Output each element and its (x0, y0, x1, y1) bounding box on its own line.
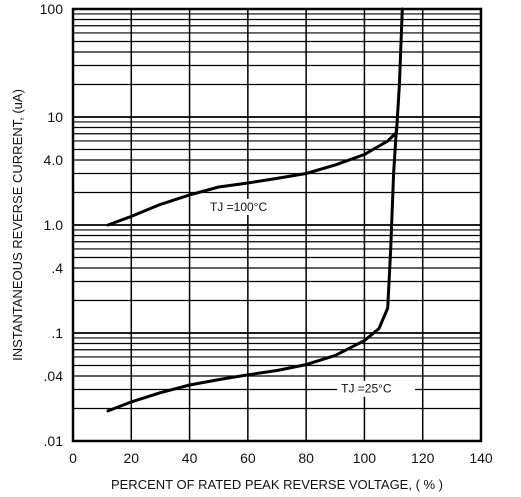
x-tick-label: 40 (182, 450, 198, 466)
y-tick-label: .1 (51, 325, 63, 341)
y-tick-label: 10 (47, 109, 63, 125)
series-lines (106, 7, 404, 413)
x-tick-label: 0 (69, 450, 77, 466)
series-label-1: TJ =100°C (205, 198, 284, 215)
x-tick-label: 120 (411, 450, 435, 466)
y-tick-label: 1.0 (44, 217, 64, 233)
y-axis-ticks: 100 10 4.0 1.0 .4 .1 .04 .01 (40, 1, 64, 449)
x-axis-label: PERCENT OF RATED PEAK REVERSE VOLTAGE, (… (111, 477, 443, 492)
x-tick-label: 20 (123, 450, 139, 466)
y-tick-label: .4 (51, 260, 63, 276)
series-label-text: TJ =25°C (341, 382, 392, 396)
y-tick-label: .01 (44, 433, 64, 449)
y-axis-label: INSTANTANEOUS REVERSE CURRENT, (uA) (10, 89, 25, 361)
series-label-text: TJ =100°C (210, 200, 267, 214)
series-label-background (337, 380, 416, 397)
series-line-2 (106, 126, 398, 413)
series-labels: TJ =100°C TJ =25°C (205, 198, 416, 397)
x-tick-label: 140 (469, 450, 493, 466)
x-tick-label: 100 (353, 450, 377, 466)
x-tick-label: 60 (240, 450, 256, 466)
x-axis-ticks: 0 20 40 60 80 100 120 140 (69, 450, 493, 466)
series-label-background (205, 198, 284, 215)
y-tick-label: .04 (44, 368, 64, 384)
x-tick-label: 80 (298, 450, 314, 466)
series-label-2: TJ =25°C (337, 380, 416, 397)
plot-frame (71, 7, 483, 443)
y-tick-label: 4.0 (44, 152, 64, 168)
plot-grid (73, 9, 481, 441)
y-tick-label: 100 (40, 1, 64, 17)
